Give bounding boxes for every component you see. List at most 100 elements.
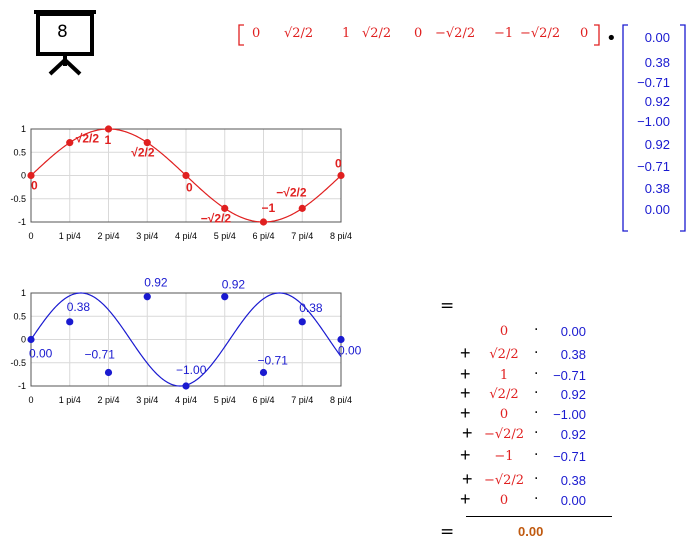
projector-screen-icon: [34, 10, 96, 76]
row-entry: √2/2: [362, 26, 392, 41]
sum-rule: [466, 516, 612, 517]
y-tick-label: -1: [18, 217, 26, 227]
data-point: [182, 382, 190, 390]
multiply-dot: ·: [534, 491, 539, 507]
data-label: √2/2: [131, 146, 155, 160]
blue-wave-chart: 10.50-0.5-10 1 pi/4 2 pi/4 3 pi/4 4 pi/4 5 pi…: [10, 276, 362, 405]
equals-sign-top: =: [440, 296, 455, 316]
data-point: [182, 171, 190, 180]
data-label: 0.00: [29, 347, 53, 361]
data-label: 0: [335, 157, 342, 171]
y-tick-label: 0.5: [13, 311, 26, 321]
data-label: 0.92: [144, 276, 168, 290]
sum-result: 0.00: [518, 524, 544, 539]
data-point: [27, 171, 35, 180]
multiply-dot: ·: [534, 425, 539, 441]
data-point: [221, 293, 229, 301]
x-tick-label: 3 pi/4: [136, 231, 158, 241]
multiply-dot: ·: [534, 385, 539, 401]
data-label: 0.92: [222, 278, 246, 292]
sum-term-left: −√2/2: [483, 473, 525, 488]
data-point: [298, 204, 306, 212]
multiply-dot: ·: [534, 322, 539, 338]
data-point: [66, 318, 74, 326]
sum-term-right: −0.71: [553, 368, 586, 383]
row-entry: 1: [342, 26, 351, 41]
plus-operator: +: [460, 403, 471, 423]
y-tick-label: 0: [21, 171, 26, 181]
plus-operator: +: [460, 489, 471, 509]
x-tick-label: 3 pi/4: [136, 395, 158, 405]
plus-operator: +: [462, 469, 473, 489]
data-label: −0.71: [85, 348, 116, 362]
red-cosine-chart: 10.50-0.5-10 1 pi/4 2 pi/4 3 pi/4 4 pi/4 5 pi…: [10, 124, 352, 241]
y-tick-label: -0.5: [10, 194, 26, 204]
data-label: 0.38: [67, 300, 91, 314]
y-tick-label: 0.5: [13, 147, 26, 157]
row-entry: 0: [580, 26, 589, 41]
data-point: [66, 139, 74, 147]
column-entry: 0.92: [644, 94, 670, 109]
x-tick-label: 5 pi/4: [214, 231, 236, 241]
x-tick-label: 8 pi/4: [330, 231, 352, 241]
x-tick-label: 2 pi/4: [97, 395, 119, 405]
sum-term-right: 0.38: [560, 347, 586, 362]
data-point: [143, 293, 151, 301]
sum-term-left: 0: [499, 407, 509, 422]
sum-term-left: √2/2: [489, 387, 519, 402]
data-label: −1: [262, 201, 276, 215]
column-entry: 0.00: [644, 30, 670, 45]
x-tick-label: 4 pi/4: [175, 231, 197, 241]
column-vector-brackets: [622, 24, 686, 232]
row-entry: −√2/2: [435, 26, 476, 41]
sum-term-left: 0: [499, 324, 509, 339]
sum-term-left: −√2/2: [483, 427, 525, 442]
data-point: [143, 139, 151, 147]
multiply-dot: ·: [534, 366, 539, 382]
data-point: [337, 171, 345, 180]
multiply-dot: ·: [534, 447, 539, 463]
x-tick-label: 6 pi/4: [252, 395, 274, 405]
multiply-dot: ·: [534, 405, 539, 421]
x-tick-label: 0: [28, 395, 33, 405]
data-label: 1: [105, 133, 112, 147]
row-entry: 0: [414, 26, 423, 41]
sum-term-right: 0.38: [560, 473, 586, 488]
x-tick-label: 8 pi/4: [330, 395, 352, 405]
sum-term-left: 1: [499, 368, 509, 383]
data-label: −√2/2: [201, 211, 232, 225]
x-tick-label: 1 pi/4: [59, 231, 81, 241]
x-tick-label: 2 pi/4: [97, 231, 119, 241]
sum-panel: = 0 · 0.00 + √2/2 · 0.38 +1 · −0.71 + √2/2 · 0.92 +0 · −…: [436, 296, 626, 546]
data-label: −0.71: [258, 354, 289, 368]
data-point: [27, 335, 35, 344]
x-tick-label: 7 pi/4: [291, 231, 313, 241]
y-tick-label: 1: [21, 288, 26, 298]
row-entry: √2/2: [284, 26, 314, 41]
x-tick-label: 4 pi/4: [175, 395, 197, 405]
data-label: 0.00: [338, 344, 362, 358]
sum-term-right: 0.92: [560, 427, 586, 442]
dot-product-symbol: •: [606, 28, 617, 49]
plus-operator: +: [460, 445, 471, 465]
data-point: [298, 318, 306, 326]
y-tick-label: -1: [18, 381, 26, 391]
y-tick-label: 0: [21, 335, 26, 345]
data-label: 0.38: [299, 301, 323, 315]
column-entry: 0.00: [644, 202, 670, 217]
sum-term-right: 0.00: [560, 493, 586, 508]
column-entry: −0.71: [637, 75, 670, 90]
column-entry: 0.38: [644, 181, 670, 196]
plus-operator: +: [460, 383, 471, 403]
multiply-dot: ·: [534, 345, 539, 361]
x-tick-label: 5 pi/4: [214, 395, 236, 405]
multiply-dot: ·: [534, 471, 539, 487]
row-vector-brackets: [238, 24, 600, 46]
data-point: [221, 204, 229, 212]
x-tick-label: 0: [28, 231, 33, 241]
slide-number: 8: [57, 22, 68, 42]
sum-term-left: −1: [494, 449, 514, 464]
slide-number-icon: 8: [30, 8, 100, 78]
y-tick-label: -0.5: [10, 358, 26, 368]
row-entry: −1: [494, 26, 514, 41]
